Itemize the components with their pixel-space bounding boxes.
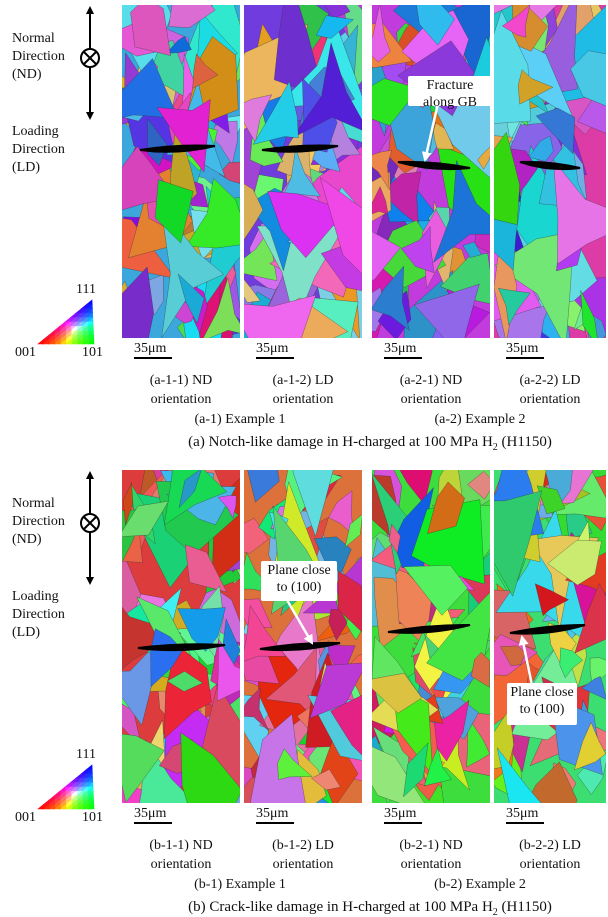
ipf-key-cell [54, 791, 60, 795]
ipf-key-cell [87, 765, 93, 769]
map-sublabel: orientation [520, 392, 581, 407]
map-sublabel: orientation [273, 392, 334, 407]
scale-label: 35μm [256, 806, 289, 821]
example-label: (b-2) Example 2 [434, 877, 526, 892]
loading-direction-label: (LD) [12, 625, 40, 640]
map-sublabel: orientation [273, 857, 334, 872]
annotation-text: to (100) [277, 580, 322, 595]
annotation-text: Plane close [267, 563, 330, 578]
ipf-key-cell [38, 340, 44, 344]
map-sublabel: orientation [401, 857, 462, 872]
ipf-key-cell [43, 800, 49, 804]
loading-direction-label: (LD) [12, 160, 40, 175]
ipf-key-cell [65, 783, 71, 787]
map-label: (a-2-2) LD [519, 373, 580, 388]
map-sublabel: orientation [520, 857, 581, 872]
ipf-key-cell [87, 300, 93, 304]
panel-caption: (b) Crack-like damage in H-charged at 10… [188, 899, 552, 917]
annotation-text: to (100) [520, 702, 565, 717]
ipf-key-cell [81, 304, 87, 308]
loading-direction-label: Loading [12, 124, 59, 139]
loading-direction-label: Direction [12, 607, 65, 622]
annotation-text: along GB [423, 95, 477, 110]
scale-label: 35μm [384, 806, 417, 821]
ipf-key-cell [81, 769, 87, 773]
ipf-111-label: 111 [76, 747, 96, 762]
panel-caption: (a) Notch-like damage in H-charged at 10… [188, 434, 552, 453]
ipf-key-cell [76, 774, 82, 778]
figure: Normal Direction (ND) Loading Direction (LD) 1… [0, 0, 608, 917]
map-sublabel: orientation [151, 392, 212, 407]
scale-label: 35μm [506, 806, 539, 821]
loading-direction-label: Direction [12, 142, 65, 157]
normal-direction-label: Direction [12, 514, 65, 529]
ipf-key-cell [49, 331, 55, 335]
normal-direction-label: Normal [12, 496, 55, 511]
ipf-key-cell [60, 322, 66, 326]
map-sublabel: orientation [401, 392, 462, 407]
ipf-key-cell [43, 335, 49, 339]
caption-text: (a) Notch-like damage in H-charged at 10… [188, 434, 493, 450]
ipf-key-cell [76, 309, 82, 313]
normal-direction-label: Normal [12, 31, 55, 46]
map-label: (b-1-2) LD [272, 838, 334, 853]
annotation-text: Fracture [427, 78, 474, 93]
example-label: (a-1) Example 1 [195, 412, 286, 427]
ipf-key-cell [54, 326, 60, 330]
caption-tail: (H1150) [498, 899, 552, 915]
loading-direction-label: Loading [12, 589, 59, 604]
map-label: (a-1-2) LD [272, 373, 333, 388]
ipf-key-cell [70, 778, 76, 782]
map-label: (a-2-1) ND [400, 373, 463, 388]
ipf-key-cell [49, 796, 55, 800]
scale-label: 35μm [134, 806, 167, 821]
ipf-111-label: 111 [76, 282, 96, 297]
ipf-101-label: 101 [82, 345, 103, 360]
caption-text: (b) Crack-like damage in H-charged at 10… [188, 899, 493, 915]
ipf-key-cell [60, 787, 66, 791]
map-label: (a-1-1) ND [150, 373, 213, 388]
ebsd-map [340, 436, 516, 815]
example-label: (b-1) Example 1 [194, 877, 286, 892]
ipf-001-label: 001 [15, 810, 36, 825]
normal-direction-label: Direction [12, 49, 65, 64]
ipf-001-label: 001 [15, 345, 36, 360]
annotation-text: Plane close [510, 685, 573, 700]
ipf-101-label: 101 [82, 810, 103, 825]
example-label: (a-2) Example 2 [435, 412, 526, 427]
ipf-key-cell [38, 805, 44, 809]
map-sublabel: orientation [151, 857, 212, 872]
ipf-key-cell [65, 318, 71, 322]
map-label: (b-1-1) ND [149, 838, 212, 853]
normal-direction-label: (ND) [12, 67, 42, 82]
scale-label: 35μm [256, 341, 289, 356]
scale-label: 35μm [134, 341, 167, 356]
normal-direction-label: (ND) [12, 532, 42, 547]
map-label: (b-2-1) ND [399, 838, 462, 853]
scale-label: 35μm [384, 341, 417, 356]
map-label: (b-2-2) LD [519, 838, 581, 853]
caption-tail: (H1150) [498, 434, 552, 450]
scale-label: 35μm [506, 341, 539, 356]
ipf-key-cell [70, 313, 76, 317]
